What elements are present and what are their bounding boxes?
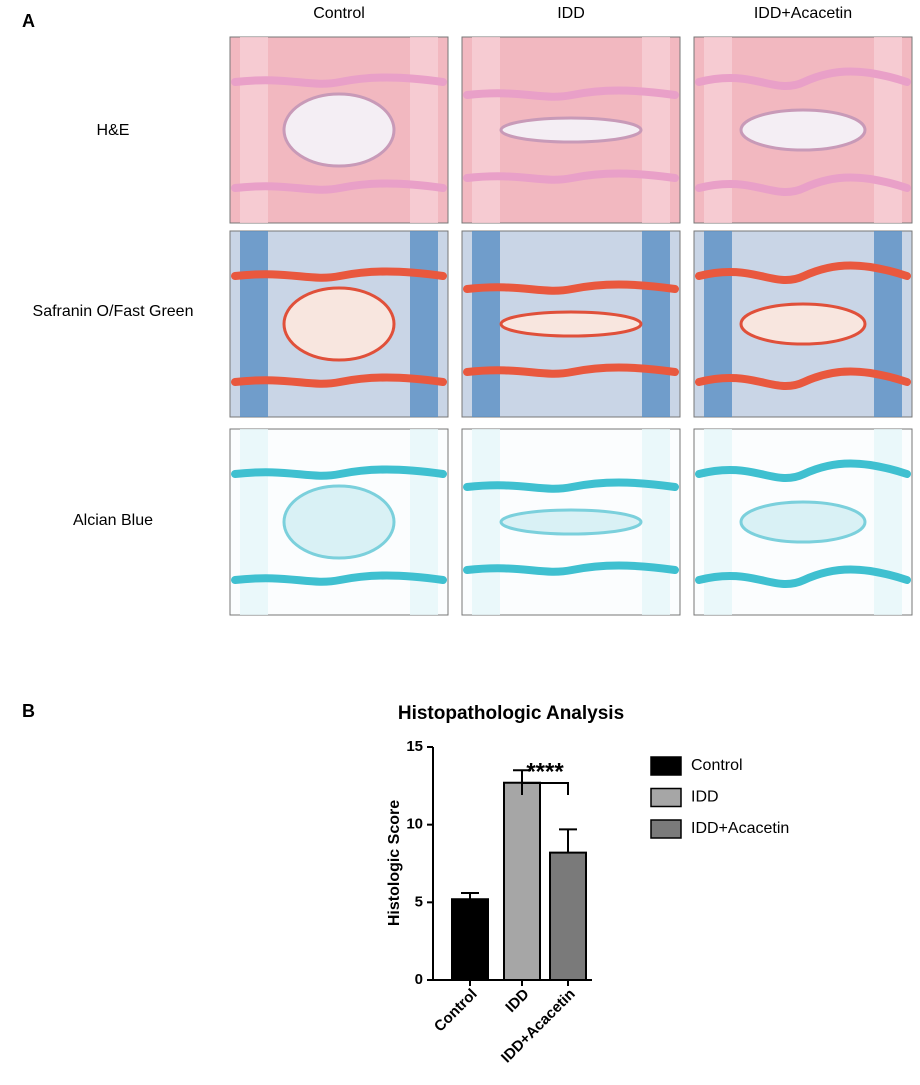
endplate [231, 179, 447, 194]
legend-swatch [650, 819, 682, 839]
nucleus-pulposus [282, 92, 396, 168]
image-band [410, 429, 438, 615]
image-band [410, 231, 438, 417]
endplate [695, 459, 911, 482]
image-band [472, 37, 500, 223]
bar [549, 851, 587, 981]
image-band [240, 231, 268, 417]
nucleus-pulposus [739, 302, 867, 346]
row-header: H&E [97, 122, 130, 139]
bar [503, 781, 541, 982]
nucleus-pulposus [739, 500, 867, 544]
legend-label: IDD [691, 789, 719, 806]
image-band [410, 37, 438, 223]
nucleus-pulposus [499, 310, 643, 338]
endplate [463, 86, 679, 101]
legend-label: IDD+Acacetin [691, 820, 789, 837]
image-band [642, 37, 670, 223]
y-tick-label: 10 [406, 816, 423, 833]
significance-label: **** [526, 758, 564, 785]
nucleus-pulposus [499, 508, 643, 536]
legend-swatch [650, 787, 682, 808]
image-band [472, 231, 500, 417]
endplate [463, 169, 679, 184]
significance-bracket [521, 782, 569, 795]
endplate [231, 465, 447, 480]
histology-image [229, 230, 449, 418]
image-band [704, 231, 732, 417]
image-band [704, 37, 732, 223]
y-tick-label: 5 [415, 893, 423, 910]
endplate [463, 280, 679, 295]
legend-swatch [650, 756, 682, 776]
endplate [695, 367, 911, 390]
y-tick-label: 15 [406, 738, 423, 755]
image-band [240, 429, 268, 615]
endplate [695, 261, 911, 284]
nucleus-pulposus [282, 286, 396, 362]
image-band [874, 429, 902, 615]
endplate [695, 173, 911, 196]
nucleus-pulposus [739, 108, 867, 152]
y-tick-label: 0 [415, 971, 423, 988]
endplate [231, 571, 447, 586]
histology-image [693, 230, 913, 418]
image-band [704, 429, 732, 615]
row-header: Safranin O/Fast Green [33, 303, 194, 320]
endplate [463, 561, 679, 576]
histology-image [461, 428, 681, 616]
histology-image [229, 428, 449, 616]
image-band [642, 231, 670, 417]
x-tick-label: Control [431, 986, 481, 1036]
legend-label: Control [691, 757, 743, 774]
image-band [472, 429, 500, 615]
bar [451, 898, 489, 982]
nucleus-pulposus [282, 484, 396, 560]
panel-label: A [22, 11, 35, 31]
endplate [231, 267, 447, 282]
image-band [874, 37, 902, 223]
nucleus-pulposus [499, 116, 643, 144]
histology-image [229, 36, 449, 224]
panel-label: B [22, 701, 35, 721]
endplate [695, 67, 911, 90]
column-header: Control [313, 5, 365, 22]
histology-image [461, 36, 681, 224]
y-axis-label: Histologic Score [386, 800, 403, 926]
endplate [463, 363, 679, 378]
histology-image [693, 428, 913, 616]
row-header: Alcian Blue [73, 512, 153, 529]
histology-image [693, 36, 913, 224]
image-band [874, 231, 902, 417]
chart-title: Histopathologic Analysis [398, 703, 624, 724]
endplate [231, 73, 447, 88]
x-tick-label: IDD [502, 986, 532, 1016]
endplate [695, 565, 911, 588]
column-header: IDD+Acacetin [754, 5, 852, 22]
image-band [240, 37, 268, 223]
image-band [642, 429, 670, 615]
histology-image [461, 230, 681, 418]
column-header: IDD [557, 5, 585, 22]
endplate [463, 478, 679, 493]
endplate [231, 373, 447, 388]
